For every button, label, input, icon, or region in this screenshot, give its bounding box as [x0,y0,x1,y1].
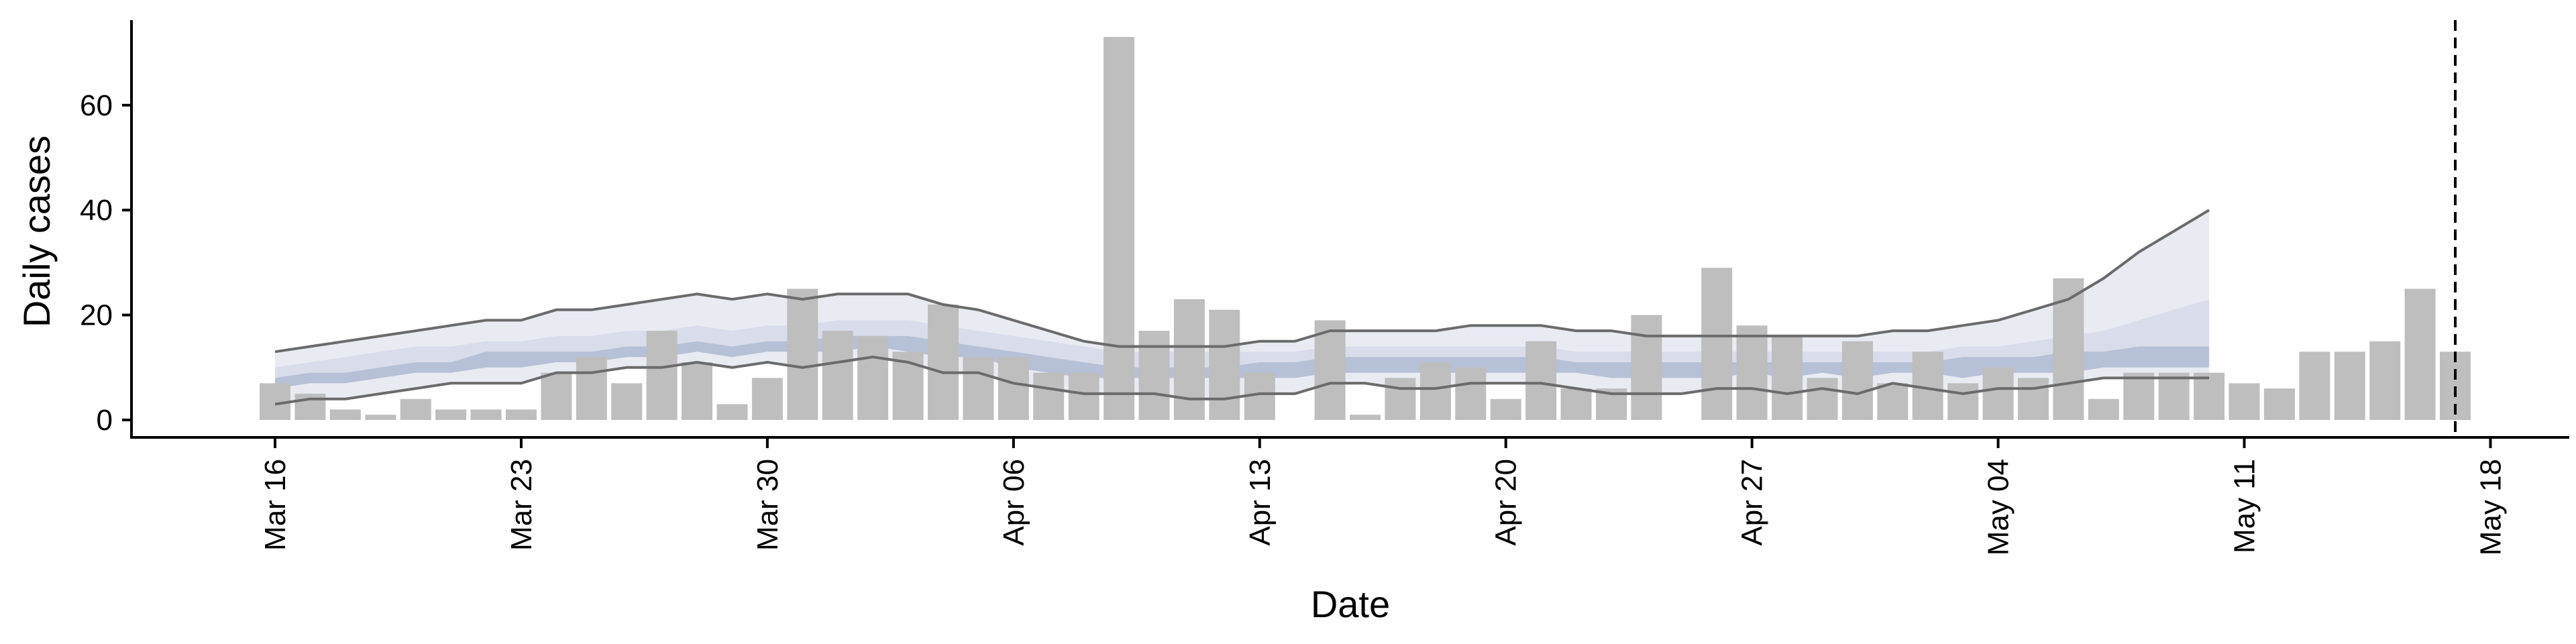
bar-apr-21 [1525,341,1557,420]
bar-may-04 [1982,367,2014,420]
bar-may-03 [1947,383,1979,420]
x-tick-label: May 04 [1982,459,2015,555]
bar-mar-25 [576,357,607,420]
axes: 0 20 40 60 Mar 16 Mar 23 Mar 30 Apr 06 Apr 13 Apr… [80,20,2569,555]
bar-apr-07 [1033,372,1065,420]
bar-may-09 [2158,372,2190,420]
bar-apr-08 [1068,372,1099,420]
bar-mar-26 [611,383,643,420]
y-tick-label: 20 [80,299,113,332]
bar-mar-31 [787,288,818,420]
bar-may-14 [2334,352,2365,420]
bar-apr-18 [1419,362,1451,420]
bar-apr-02 [857,335,889,420]
x-axis-title: Date [1311,583,1390,625]
bar-apr-20 [1490,398,1521,420]
bar-may-16 [2404,288,2436,420]
x-tick-label: Apr 06 [998,459,1030,546]
bar-may-07 [2088,398,2119,420]
bar-mar-30 [751,378,783,420]
bar-apr-22 [1560,388,1592,420]
outer-lower-line [274,356,2210,406]
bar-apr-10 [1138,331,1170,420]
bar-mar-22 [470,409,502,420]
daily-case-bars [260,37,2471,421]
bar-apr-15 [1314,320,1346,420]
x-tick-label: May 18 [2474,459,2507,555]
bar-apr-09 [1104,37,1135,421]
bar-apr-06 [998,357,1029,420]
bar-apr-24 [1631,315,1662,420]
x-tick-label: Apr 13 [1244,459,1277,546]
bar-apr-05 [963,357,994,420]
bar-apr-26 [1701,268,1733,420]
y-axis-title: Daily cases [15,136,58,327]
bar-may-10 [2194,372,2225,420]
bar-may-11 [2229,383,2260,420]
bar-mar-29 [716,404,748,420]
x-tick-label: May 11 [2229,459,2261,553]
bar-mar-24 [541,372,572,420]
y-tick-label: 0 [97,404,113,437]
bar-may-05 [2018,378,2049,420]
bar-apr-17 [1385,378,1416,420]
x-tick-label: Mar 30 [751,459,784,551]
bar-may-15 [2369,341,2401,420]
x-tick-label: Apr 20 [1490,459,1523,546]
bar-mar-27 [646,331,678,420]
bar-mar-20 [400,398,431,420]
bar-apr-04 [928,305,959,420]
bar-apr-19 [1455,367,1487,420]
bar-mar-23 [505,409,537,420]
bar-may-12 [2263,388,2295,420]
bar-apr-11 [1173,299,1205,420]
bar-mar-18 [329,409,361,420]
y-tick-label: 40 [80,194,113,227]
bar-may-01 [1877,383,1909,420]
bar-apr-27 [1736,325,1768,420]
outer-upper-line [274,209,2210,354]
bar-mar-28 [682,362,712,420]
bar-apr-28 [1772,335,1803,420]
x-tick-label: Mar 16 [259,459,292,551]
interval-boundary-lines [274,209,2210,406]
bar-mar-21 [435,409,467,420]
bar-may-08 [2123,372,2155,420]
bar-apr-29 [1807,378,1838,420]
bar-apr-12 [1209,309,1240,420]
bar-may-13 [2299,352,2330,420]
x-tick-label: Mar 23 [505,459,538,551]
bar-apr-30 [1841,341,1873,420]
bar-mar-19 [365,415,396,420]
y-tick-label: 60 [80,89,113,122]
x-tick-label: Apr 27 [1736,459,1769,546]
bar-apr-01 [822,331,853,420]
bar-apr-16 [1350,415,1381,420]
